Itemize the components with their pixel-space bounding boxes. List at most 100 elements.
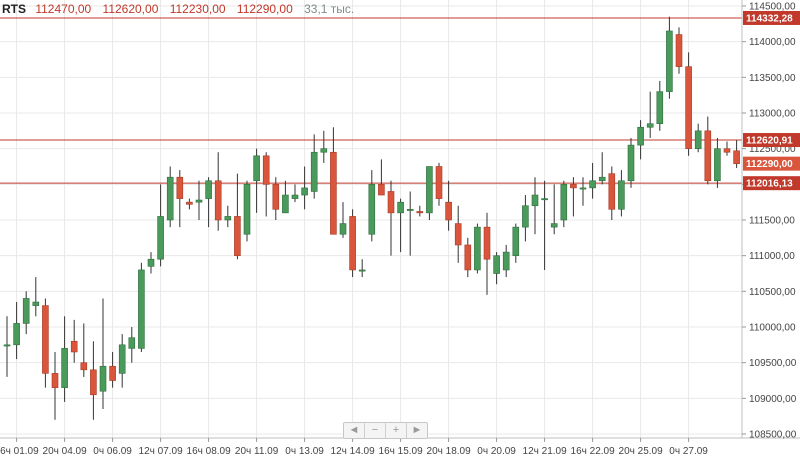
scroll-right-button[interactable]: ► [411,424,423,436]
candle-down [70,340,78,353]
candle-down [416,211,424,214]
price-tags: 114332,28 112620,91 112016,13 112290,00 [743,10,800,191]
candle-up [22,298,30,324]
x-tick-label: 12ч 07.09 [139,446,184,457]
candle-up [138,269,145,349]
price-axis: 108500,00 109000,00 109500,00 110000,00 1105… [742,2,797,441]
candle-down [272,184,280,210]
candle-up [589,180,596,189]
last-price-label: 112290,00 [746,159,793,170]
y-tick-label: 110500,00 [749,287,796,298]
x-tick-label: 0ч 20.09 [477,446,516,457]
volume-value: 33,1 тыс. [304,2,355,16]
candle-down [387,191,395,214]
candle-up [61,348,68,388]
candle-down [733,150,740,164]
candle-down [435,166,443,199]
candle-up [339,223,347,235]
zoom-out-button[interactable]: − [365,423,386,438]
y-tick-label: 108500,00 [749,430,797,441]
candles [3,16,740,420]
candle-down [90,369,97,396]
candle-up [502,251,510,271]
candle-down [378,184,385,196]
high-value: 112620,00 [102,2,159,16]
candle-up [128,337,136,349]
x-tick-label: 0ч 06.09 [93,446,132,457]
y-tick-label: 113000,00 [749,109,796,120]
candle-down [330,151,337,235]
x-tick-label: 16ч 08.09 [187,446,232,457]
candle-down [186,201,193,205]
y-tick-label: 114000,00 [749,37,796,48]
candle-up [512,226,520,256]
candle-up [118,344,126,374]
candle-up [320,148,328,153]
candle-up [3,344,11,347]
y-tick-label: 111500,00 [749,216,795,227]
candle-up [598,176,606,182]
candle-up [99,365,107,392]
candle-up [627,144,635,182]
level-price-label: 112016,13 [746,179,793,190]
candle-up [253,155,260,182]
candle-down [608,173,616,210]
candle-up [166,176,174,221]
x-tick-label: 20ч 11.09 [235,446,279,457]
candle-down [483,226,491,260]
candle-down [234,216,241,256]
candle-up [147,258,155,267]
candle-up [531,194,539,207]
candle-down [262,155,270,185]
level-price-label: 114332,28 [746,13,793,24]
candle-up [714,148,721,182]
scroll-left-button[interactable]: ◄ [344,423,365,438]
y-tick-label: 114500,00 [749,2,796,13]
candle-up [368,184,376,235]
candle-up [426,166,433,214]
candle-down [685,66,692,149]
candle-up [301,187,308,196]
candle-up [397,201,404,214]
candle-down [51,373,59,388]
candle-up [157,216,164,260]
candle-up [32,301,40,306]
y-tick-label: 113500,00 [749,73,796,84]
candle-up [656,91,664,124]
candle-up [358,269,366,272]
last-price-tag [743,156,800,171]
candle-up [13,323,20,346]
candle-up [694,130,702,149]
candle-up [291,194,299,199]
x-tick-label: 20ч 25.09 [619,446,664,457]
level-price-tag [743,176,800,191]
candle-up [205,180,212,199]
candle-down [349,216,356,271]
level-price-tag [743,10,800,25]
candle-up [579,187,587,190]
x-tick-label: 12ч 14.09 [331,446,376,457]
x-tick-label: 12ч 21.09 [523,446,568,457]
candle-down [454,223,462,246]
x-tick-label: 16ч 15.09 [379,446,424,457]
candle-up [560,184,568,221]
y-tick-label: 112500,00 [749,144,796,155]
zoom-in-button[interactable]: + [386,423,407,438]
candle-up [646,123,654,128]
candle-up [243,184,251,235]
level-price-tag [743,133,800,148]
open-value: 112470,00 [35,2,92,16]
candle-down [80,362,88,371]
candle-down [214,180,222,221]
candle-up [541,198,548,201]
candle-up [406,209,414,211]
chart-navigator: ◄ − + ► [343,422,428,439]
x-tick-label: 20ч 04.09 [43,446,88,457]
quote-header: RTS 112470,00 112620,00 112230,00 112290… [2,2,354,18]
x-tick-label: 16ч 22.09 [571,446,616,457]
x-tick-label: 16ч 01.09 [0,446,39,457]
candle-up [637,126,644,146]
y-tick-label: 109000,00 [749,394,797,405]
